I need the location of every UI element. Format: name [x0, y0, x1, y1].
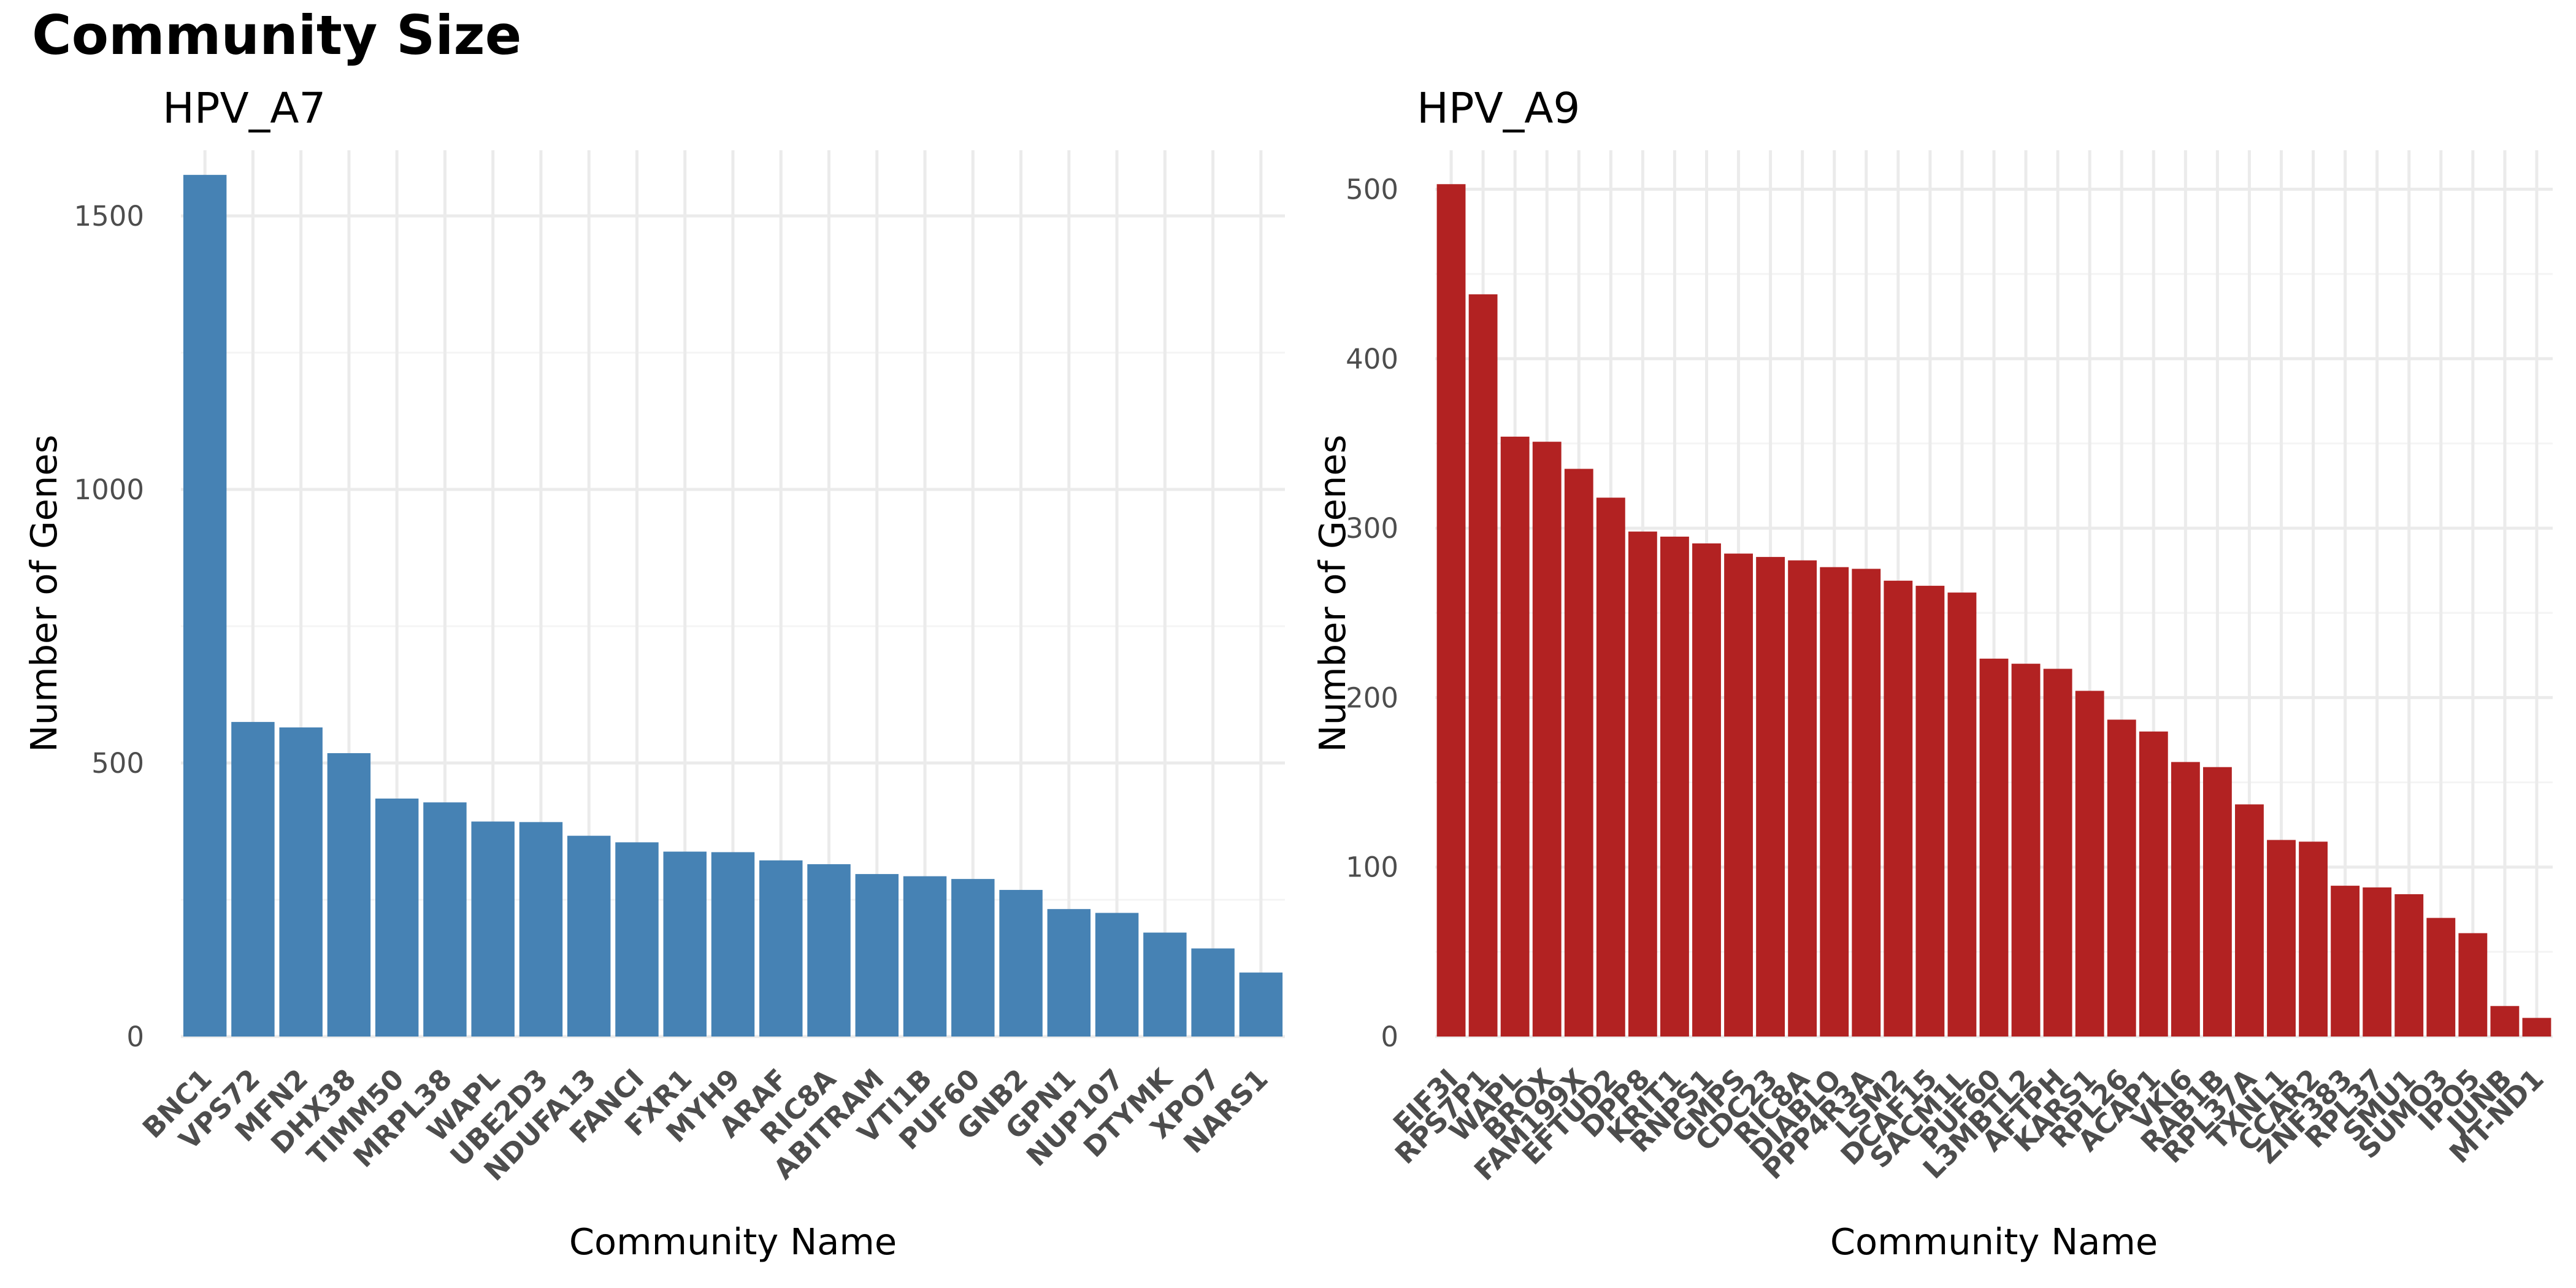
bar-ric8a: [807, 864, 851, 1037]
y-tick-label: 1500: [74, 200, 144, 232]
bar-bnc1: [183, 175, 227, 1037]
bar-nup107: [1095, 913, 1139, 1037]
bar-mfn2: [279, 727, 323, 1037]
bar-vps72: [231, 722, 275, 1037]
y-tick-label: 100: [1346, 851, 1398, 884]
bar-znf383: [2331, 886, 2360, 1037]
bar-sumo3: [2426, 918, 2456, 1037]
bar-dcaf15: [1915, 586, 1945, 1037]
bar-fxr1: [663, 851, 707, 1037]
bar-fam199x: [1564, 469, 1593, 1037]
panel-hpv-a9: 0100200300400500EIF3IRPS7P1WAPLBROXFAM19…: [1311, 84, 2553, 1263]
panel-title: HPV_A9: [1417, 84, 1580, 133]
y-tick-label: 0: [126, 1021, 144, 1053]
x-axis-title: Community Name: [1830, 1221, 2158, 1263]
bar-aftph: [2043, 669, 2072, 1037]
bar-txnl1: [2267, 840, 2296, 1037]
bar-krit1: [1660, 536, 1689, 1037]
bar-wapl: [1500, 436, 1530, 1037]
bar-ric8a: [1788, 560, 1817, 1037]
bar-ppp4r3a: [1852, 569, 1881, 1037]
y-tick-label: 300: [1346, 512, 1398, 545]
bar-smu1: [2394, 894, 2424, 1037]
bar-abitram: [855, 874, 899, 1037]
y-tick-label: 1000: [74, 473, 144, 506]
bar-rpl26: [2107, 719, 2136, 1037]
bar-l3mbtl2: [2011, 664, 2041, 1037]
bar-gmps: [1724, 553, 1753, 1037]
bar-xpo7: [1191, 948, 1235, 1037]
bar-nars1: [1239, 972, 1283, 1037]
bar-diablo: [1820, 567, 1849, 1037]
y-axis-title: Number of Genes: [1311, 435, 1354, 753]
bar-rpl37: [2363, 887, 2392, 1037]
y-tick-label: 500: [1346, 174, 1398, 206]
bar-rnps1: [1692, 543, 1721, 1037]
y-tick-label: 200: [1346, 681, 1398, 714]
x-axis-title: Community Name: [569, 1221, 897, 1263]
bar-ipo5: [2458, 933, 2488, 1037]
bar-araf: [759, 860, 803, 1037]
y-axis-title: Number of Genes: [23, 435, 65, 753]
bar-brox: [1532, 442, 1562, 1037]
bar-vki6: [2171, 762, 2200, 1037]
bar-fanci: [615, 842, 659, 1037]
bar-cdc23: [1756, 557, 1785, 1037]
bar-mt-nd1: [2522, 1018, 2551, 1037]
y-tick-label: 0: [1381, 1021, 1398, 1053]
bar-rps7p1: [1468, 294, 1498, 1037]
panel-title: HPV_A7: [163, 84, 326, 133]
y-tick-label: 500: [91, 747, 144, 780]
bar-eif3i: [1436, 184, 1466, 1037]
bar-dpp8: [1628, 531, 1657, 1037]
bar-ccar2: [2299, 841, 2328, 1037]
bar-lsm2: [1884, 580, 1913, 1037]
bar-myh9: [711, 852, 755, 1037]
bar-gnb2: [999, 889, 1043, 1037]
bar-dhx38: [327, 753, 371, 1037]
bar-rpl37a: [2235, 804, 2264, 1037]
bar-rab1b: [2202, 767, 2232, 1037]
bar-eftud2: [1596, 497, 1625, 1037]
bar-wapl: [471, 821, 515, 1037]
bar-kars1: [2075, 691, 2104, 1037]
bar-ube2d3: [519, 822, 563, 1037]
y-tick-label: 400: [1346, 343, 1398, 375]
bar-puf60: [1979, 658, 2009, 1037]
bar-vti1b: [903, 876, 947, 1037]
bar-dtymk: [1143, 932, 1187, 1037]
bar-ndufa13: [567, 835, 611, 1037]
bar-puf60: [951, 879, 995, 1037]
bar-sacm1l: [1947, 592, 1977, 1037]
bar-mrpl38: [423, 802, 467, 1037]
figure-title: Community Size: [32, 4, 522, 67]
bar-gpn1: [1047, 909, 1091, 1037]
bar-junb: [2490, 1006, 2520, 1037]
bar-acap1: [2139, 731, 2168, 1037]
bar-timm50: [375, 798, 419, 1037]
panel-hpv-a7: 050010001500BNC1VPS72MFN2DHX38TIMM50MRPL…: [23, 84, 1285, 1263]
